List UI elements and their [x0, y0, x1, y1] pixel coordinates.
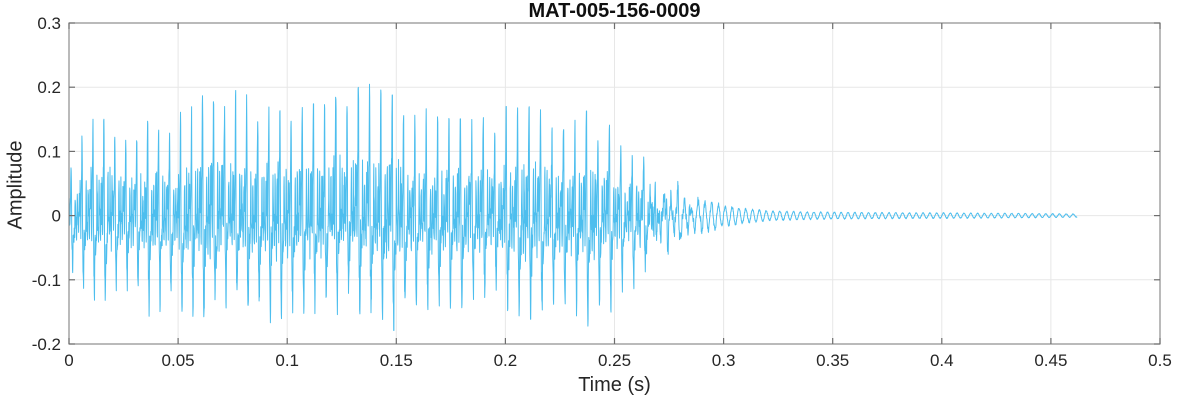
y-tick-label: 0.2	[37, 78, 61, 97]
waveform-line	[68, 83, 1078, 331]
y-tick-label: -0.1	[32, 271, 61, 290]
chart-title: MAT-005-156-0009	[528, 0, 701, 22]
x-tick-label: 0.45	[1034, 351, 1067, 370]
y-tick-label: 0.3	[37, 14, 61, 33]
x-tick-label: 0.4	[930, 351, 954, 370]
x-tick-label: 0.1	[275, 351, 299, 370]
x-tick-label: 0.3	[712, 351, 736, 370]
x-tick-label: 0.05	[162, 351, 195, 370]
x-tick-label: 0.5	[1148, 351, 1172, 370]
x-axis-label: Time (s)	[578, 374, 651, 396]
x-tick-label: 0.35	[816, 351, 849, 370]
x-tick-label: 0	[64, 351, 73, 370]
y-tick-label: 0	[52, 207, 61, 226]
x-tick-label: 0.25	[598, 351, 631, 370]
y-tick-label: -0.2	[32, 335, 61, 354]
x-tick-label: 0.2	[494, 351, 518, 370]
x-tick-label: 0.15	[380, 351, 413, 370]
y-tick-label: 0.1	[37, 142, 61, 161]
